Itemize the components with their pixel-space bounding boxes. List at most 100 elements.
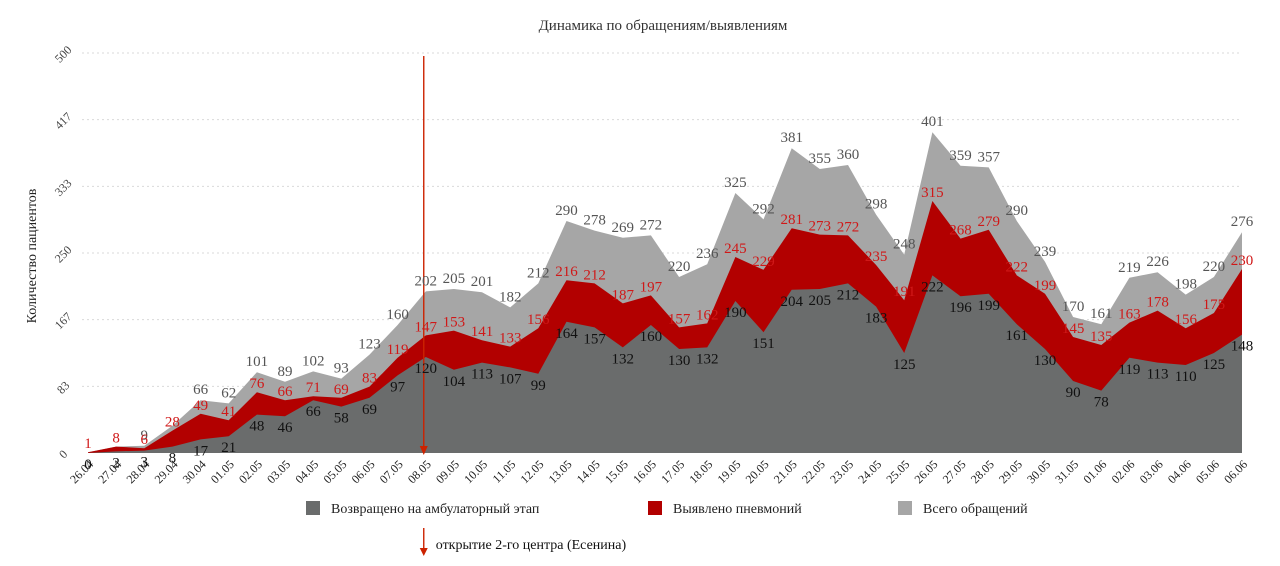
data-label: 163 <box>1118 307 1141 323</box>
data-label: 183 <box>865 311 888 327</box>
x-tick-label: 25.05 <box>883 457 912 486</box>
data-label: 3 <box>141 455 149 471</box>
data-label: 6 <box>141 432 149 448</box>
legend-swatch <box>898 501 912 515</box>
data-label: 222 <box>921 279 944 295</box>
x-tick-label: 10.05 <box>461 457 490 486</box>
data-label: 201 <box>471 274 494 290</box>
data-label: 161 <box>1090 306 1113 322</box>
data-label: 222 <box>1006 259 1029 275</box>
data-label: 245 <box>724 241 747 257</box>
data-label: 130 <box>668 353 691 369</box>
data-label: 125 <box>893 357 916 373</box>
x-tick-label: 14.05 <box>574 457 603 486</box>
data-label: 66 <box>306 404 322 420</box>
data-label: 292 <box>752 201 775 217</box>
data-label: 133 <box>499 331 522 347</box>
data-label: 357 <box>977 149 1000 165</box>
data-label: 156 <box>1174 312 1197 328</box>
x-tick-label: 30.04 <box>180 457 209 486</box>
data-label: 164 <box>555 326 578 342</box>
data-label: 269 <box>612 220 635 236</box>
data-label: 205 <box>443 271 466 287</box>
x-tick-label: 16.05 <box>630 457 659 486</box>
data-label: 230 <box>1231 253 1254 269</box>
data-label: 298 <box>865 197 888 213</box>
data-label: 290 <box>1006 203 1029 219</box>
x-tick-label: 08.05 <box>405 457 434 486</box>
x-tick-label: 06.05 <box>349 457 378 486</box>
data-label: 62 <box>221 385 236 401</box>
data-label: 281 <box>780 212 803 228</box>
y-tick-label: 500 <box>52 43 75 66</box>
data-label: 130 <box>1034 353 1057 369</box>
data-label: 278 <box>583 213 606 229</box>
x-tick-label: 12.05 <box>517 457 546 486</box>
data-label: 268 <box>949 223 972 239</box>
data-label: 0 <box>84 457 92 473</box>
x-tick-label: 31.05 <box>1052 457 1081 486</box>
data-label: 78 <box>1094 395 1109 411</box>
data-label: 161 <box>1006 328 1029 344</box>
data-label: 66 <box>278 384 294 400</box>
y-tick-label: 0 <box>56 447 70 461</box>
x-tick-label: 02.06 <box>1109 457 1138 486</box>
data-label: 102 <box>302 353 325 369</box>
data-label: 125 <box>1203 357 1226 373</box>
data-label: 178 <box>1146 295 1169 311</box>
data-label: 248 <box>893 237 916 253</box>
data-label: 99 <box>531 378 546 394</box>
data-label: 220 <box>1203 259 1226 275</box>
x-tick-label: 26.05 <box>912 457 941 486</box>
x-tick-label: 23.05 <box>827 457 856 486</box>
x-tick-label: 07.05 <box>377 457 406 486</box>
data-label: 202 <box>415 273 438 289</box>
x-tick-label: 03.05 <box>264 457 293 486</box>
data-label: 49 <box>193 398 208 414</box>
data-label: 272 <box>837 219 860 235</box>
data-label: 212 <box>837 287 860 303</box>
data-label: 8 <box>169 451 177 467</box>
data-label: 212 <box>583 267 606 283</box>
x-tick-label: 20.05 <box>743 457 772 486</box>
x-tick-label: 17.05 <box>658 457 687 486</box>
data-label: 315 <box>921 185 944 201</box>
data-label: 204 <box>780 294 803 310</box>
data-label: 119 <box>387 342 409 358</box>
y-tick-label: 417 <box>52 110 75 133</box>
data-label: 135 <box>1090 329 1113 345</box>
data-label: 279 <box>977 214 1000 230</box>
x-tick-label: 15.05 <box>602 457 631 486</box>
y-tick-label: 250 <box>52 243 75 266</box>
legend-label: Выявлено пневмоний <box>673 502 802 517</box>
data-label: 401 <box>921 114 944 130</box>
data-label: 46 <box>278 420 294 436</box>
data-label: 58 <box>334 411 349 427</box>
x-tick-label: 02.05 <box>236 457 265 486</box>
x-tick-label: 11.05 <box>490 457 519 486</box>
x-axis-ticks: 26.04 27.04 28.04 29.04 30.04 01.05 02.05 03.05… <box>67 457 1250 486</box>
data-label: 1 <box>84 436 92 452</box>
data-label: 66 <box>193 382 209 398</box>
x-tick-label: 18.05 <box>686 457 715 486</box>
data-label: 325 <box>724 175 747 191</box>
data-label: 107 <box>499 371 522 387</box>
x-tick-label: 30.05 <box>1024 457 1053 486</box>
x-tick-label: 28.04 <box>123 457 152 486</box>
data-label: 132 <box>612 351 635 367</box>
chart-title: Динамика по обращениям/выявлениям <box>539 18 788 34</box>
data-label: 273 <box>809 219 832 235</box>
data-label: 235 <box>865 249 888 265</box>
x-tick-label: 26.04 <box>67 457 96 486</box>
data-label: 113 <box>1147 367 1169 383</box>
series-area-3 <box>88 275 1242 453</box>
x-tick-label: 13.05 <box>546 457 575 486</box>
data-label: 276 <box>1231 214 1254 230</box>
data-label: 8 <box>112 431 120 447</box>
x-tick-label: 27.04 <box>95 457 124 486</box>
y-tick-label: 333 <box>52 176 75 199</box>
legend-swatch <box>648 501 662 515</box>
annotation-arrow-head <box>419 446 428 455</box>
data-label: 199 <box>977 298 1000 314</box>
